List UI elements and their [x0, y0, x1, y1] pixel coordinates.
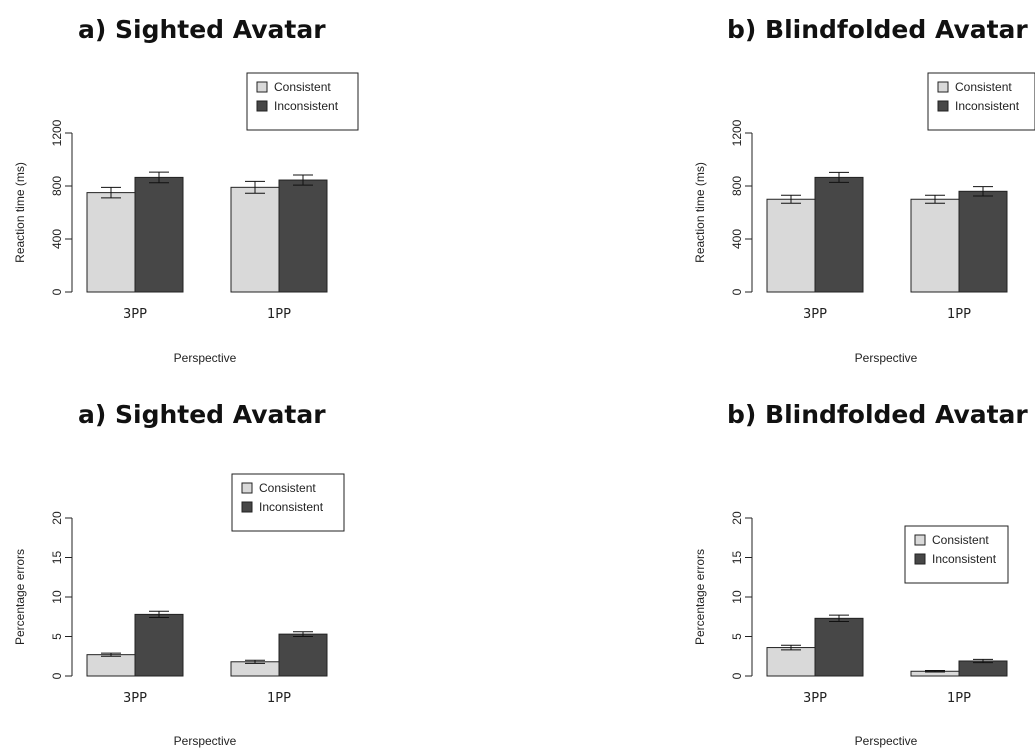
legend: Consistent Inconsistent — [927, 72, 1035, 131]
y-tick-label: 10 — [50, 590, 64, 604]
chart-panel-4: b) Blindfolded Avatar 0 5 10 15 20 Percentage … — [693, 400, 1028, 748]
y-tick-label: 20 — [730, 511, 744, 525]
y-tick-label: 800 — [50, 176, 64, 196]
x-axis-label: Perspective — [855, 734, 918, 748]
legend-label-consistent: Consistent — [274, 80, 331, 94]
y-tick-label: 1200 — [50, 119, 64, 146]
y-tick-label: 400 — [730, 229, 744, 249]
bar-inconsistent-3pp — [814, 176, 864, 293]
bar-inconsistent-1pp — [278, 633, 328, 677]
chart-title: a) Sighted Avatar — [78, 400, 326, 429]
bar-consistent-3pp — [86, 654, 136, 677]
bar-inconsistent-3pp — [814, 617, 864, 677]
legend-swatch-consistent — [241, 482, 253, 494]
y-axis-label: Percentage errors — [693, 549, 707, 645]
chart-panel-3: a) Sighted Avatar 0 5 10 15 20 Percentage erro… — [13, 400, 345, 748]
legend-swatch-inconsistent — [256, 100, 268, 112]
legend-label-consistent: Consistent — [932, 533, 989, 547]
legend-swatch-inconsistent — [937, 100, 949, 112]
bar-consistent-3pp — [766, 198, 816, 293]
legend: Consistent Inconsistent — [904, 525, 1009, 584]
legend-swatch-consistent — [937, 81, 949, 93]
y-tick-label: 10 — [730, 590, 744, 604]
bar-inconsistent-1pp — [958, 660, 1008, 677]
bar-consistent-3pp — [766, 647, 816, 677]
bar-consistent-3pp — [86, 192, 136, 293]
y-axis-label: Percentage errors — [13, 549, 27, 645]
y-tick-label: 0 — [50, 288, 64, 295]
chart-title: a) Sighted Avatar — [78, 15, 326, 44]
bar-consistent-1pp — [910, 198, 960, 293]
bar-inconsistent-1pp — [958, 190, 1008, 293]
legend-swatch-inconsistent — [241, 501, 253, 513]
legend: Consistent Inconsistent — [231, 473, 345, 532]
legend-swatch-inconsistent — [914, 553, 926, 565]
legend-swatch-consistent — [914, 534, 926, 546]
bar-inconsistent-3pp — [134, 176, 184, 293]
y-tick-label: 0 — [730, 672, 744, 679]
y-tick-label: 15 — [50, 551, 64, 565]
y-axis-label: Reaction time (ms) — [13, 162, 27, 263]
y-tick-label: 5 — [730, 633, 744, 640]
y-tick-label: 400 — [50, 229, 64, 249]
x-axis-label: Perspective — [855, 351, 918, 365]
bar-inconsistent-1pp — [278, 179, 328, 293]
bar-consistent-1pp — [230, 186, 280, 293]
y-axis-label: Reaction time (ms) — [693, 162, 707, 263]
legend-label-consistent: Consistent — [259, 481, 316, 495]
x-category-label: 1PP — [947, 307, 971, 322]
y-tick-label: 20 — [50, 511, 64, 525]
y-tick-label: 15 — [730, 551, 744, 565]
chart-panel-2: b) Blindfolded Avatar 0 400 800 1200 Reaction… — [693, 15, 1035, 365]
bar-inconsistent-3pp — [134, 613, 184, 677]
legend-label-consistent: Consistent — [955, 80, 1012, 94]
y-tick-label: 1200 — [730, 119, 744, 146]
chart-panel-1: a) Sighted Avatar 0 400 800 1200 Reaction tim… — [13, 15, 359, 365]
x-category-label: 3PP — [803, 691, 827, 706]
legend-label-inconsistent: Inconsistent — [955, 99, 1020, 113]
x-category-label: 1PP — [947, 691, 971, 706]
legend-label-inconsistent: Inconsistent — [932, 552, 997, 566]
x-category-label: 3PP — [123, 691, 147, 706]
x-category-label: 3PP — [803, 307, 827, 322]
bar-consistent-1pp — [230, 661, 280, 677]
chart-title: b) Blindfolded Avatar — [727, 400, 1028, 429]
legend-label-inconsistent: Inconsistent — [274, 99, 339, 113]
y-tick-label: 5 — [50, 633, 64, 640]
x-category-label: 3PP — [123, 307, 147, 322]
y-tick-label: 0 — [50, 672, 64, 679]
legend: Consistent Inconsistent — [246, 72, 359, 131]
x-category-label: 1PP — [267, 691, 291, 706]
x-axis-label: Perspective — [174, 351, 237, 365]
y-tick-label: 800 — [730, 176, 744, 196]
chart-title: b) Blindfolded Avatar — [727, 15, 1028, 44]
legend-label-inconsistent: Inconsistent — [259, 500, 324, 514]
y-tick-label: 0 — [730, 288, 744, 295]
legend-swatch-consistent — [256, 81, 268, 93]
x-category-label: 1PP — [267, 307, 291, 322]
x-axis-label: Perspective — [174, 734, 237, 748]
